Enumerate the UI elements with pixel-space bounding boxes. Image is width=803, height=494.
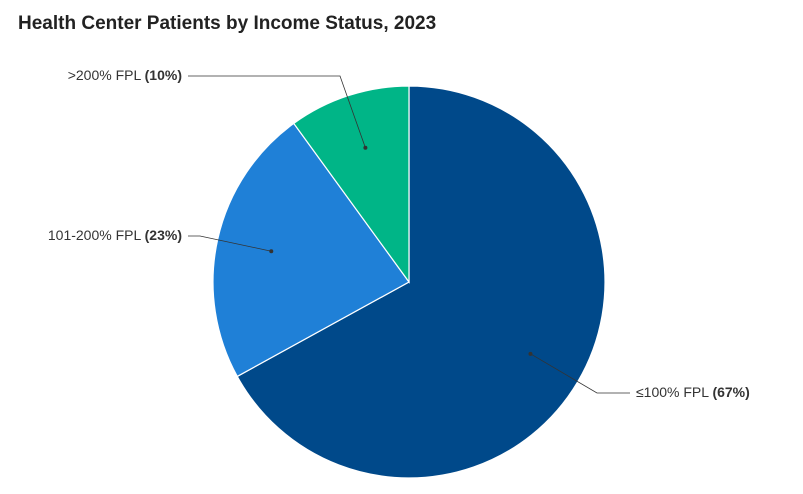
leader-dot bbox=[363, 145, 368, 150]
leader-line bbox=[188, 75, 366, 148]
pie-slice bbox=[212, 122, 410, 378]
value-label: (67%) bbox=[712, 384, 749, 400]
category-label: >200% FPL bbox=[68, 67, 142, 83]
value-label: (10%) bbox=[145, 67, 182, 83]
leader-dot bbox=[528, 351, 533, 356]
slice-label: >200% FPL (10%) bbox=[68, 67, 182, 83]
chart-title: Health Center Patients by Income Status,… bbox=[18, 13, 436, 34]
slice-label: 101-200% FPL (23%) bbox=[48, 227, 182, 243]
leader-line bbox=[188, 235, 272, 252]
leader-line bbox=[530, 353, 630, 394]
pie-slice bbox=[292, 85, 410, 284]
slice-label: ≤100% FPL (67%) bbox=[636, 384, 750, 400]
leader-dot bbox=[269, 249, 274, 254]
category-label: 101-200% FPL bbox=[48, 227, 142, 243]
category-label: ≤100% FPL bbox=[636, 384, 709, 400]
value-label: (23%) bbox=[145, 227, 182, 243]
